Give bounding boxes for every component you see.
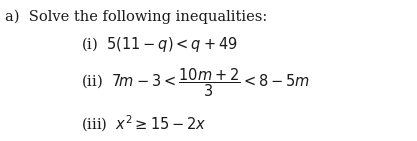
Text: (iii)  $x^2 \geq 15-2x$: (iii) $x^2 \geq 15-2x$ (81, 114, 207, 134)
Text: a)  Solve the following inequalities:: a) Solve the following inequalities: (5, 10, 268, 24)
Text: (ii)  $7m-3 < \dfrac{10m+2}{3} < 8-5m$: (ii) $7m-3 < \dfrac{10m+2}{3} < 8-5m$ (81, 66, 310, 99)
Text: (i)  $5(11-q) < q+49$: (i) $5(11-q) < q+49$ (81, 35, 238, 54)
